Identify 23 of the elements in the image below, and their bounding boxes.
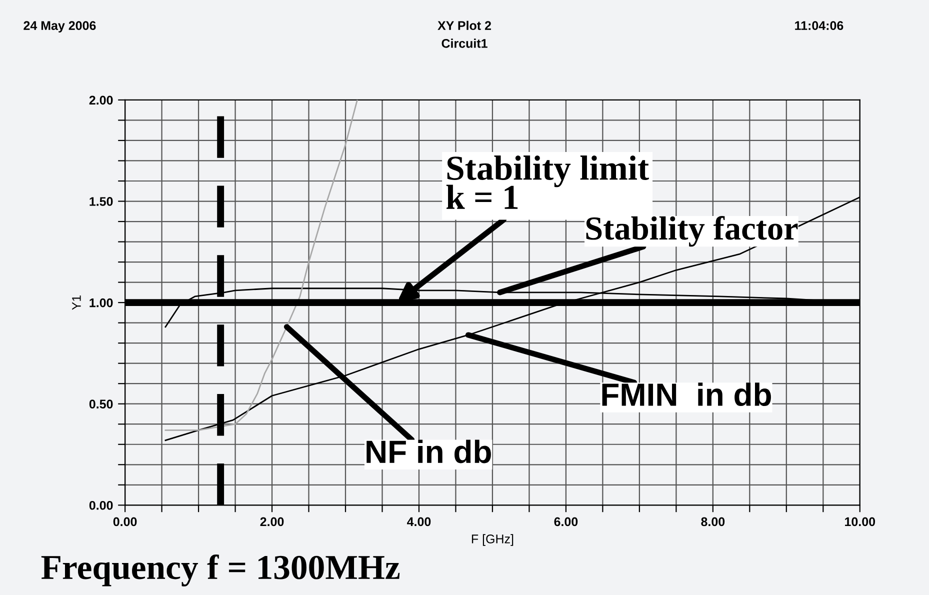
- x-axis-title: F [GHz]: [472, 534, 514, 546]
- text: 24 May 2006: [24, 21, 96, 32]
- y-tick-label: 2.00: [89, 96, 113, 105]
- line-series: [164, 100, 358, 431]
- ref-line-label: Frequency f = 1300MHz: [41, 554, 400, 586]
- annotation: Stability factor: [586, 216, 798, 247]
- y-tick-label: 0.50: [89, 400, 113, 409]
- x-tick-label: 4.00: [407, 517, 431, 526]
- text: 11:04:06: [795, 21, 844, 30]
- y-tick-label: 1.50: [90, 197, 113, 206]
- chart-subtitle: Circuit1: [442, 38, 488, 48]
- x-tick-label: 6.00: [554, 517, 578, 526]
- y-tick-label: 0.00: [89, 500, 113, 510]
- x-tick-label: 10.00: [845, 517, 876, 526]
- y-tick-label: 1.00: [90, 298, 113, 308]
- x-tick-label: 2.00: [260, 517, 284, 526]
- x-tick-label: 0.00: [113, 517, 137, 526]
- annotation: NF in db: [366, 440, 491, 464]
- chart-title: XY Plot 2: [438, 20, 491, 30]
- ref-line-label: Stability limit k = 1: [446, 156, 649, 209]
- annotation: FMIN in db: [602, 382, 771, 406]
- y-axis-title: Y1: [72, 296, 81, 310]
- x-tick-label: 8.00: [701, 517, 725, 526]
